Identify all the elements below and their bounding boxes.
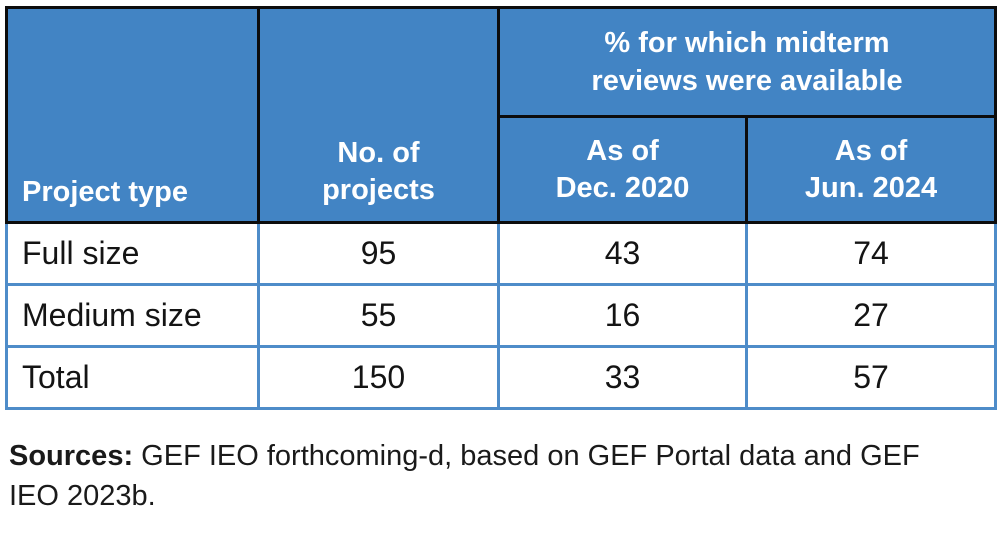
cell-total-dec-2020: 33 <box>497 345 748 410</box>
row-label-full-size: Full size <box>5 221 260 286</box>
sources-label: Sources: <box>9 440 134 472</box>
header-as-of-dec-2020: As of Dec. 2020 <box>497 115 748 224</box>
cell-medium-size-jun-2024: 27 <box>745 283 997 348</box>
header-as-of-dec-2020-line2: Dec. 2020 <box>555 171 690 204</box>
header-no-of-projects-line2: projects <box>322 174 435 206</box>
header-as-of-jun-2024-line2: Jun. 2024 <box>804 171 938 204</box>
header-no-of-projects: No. of projects <box>257 6 500 224</box>
table-body: Full size 95 43 74 Medium size 55 16 27 … <box>5 221 997 410</box>
table-header: Project type No. of projects % for which… <box>5 6 997 224</box>
row-label-total: Total <box>5 345 260 410</box>
cell-full-size-projects: 95 <box>257 221 500 286</box>
cell-total-projects: 150 <box>257 345 500 410</box>
cell-total-jun-2024: 57 <box>745 345 997 410</box>
cell-medium-size-projects: 55 <box>257 283 500 348</box>
row-label-medium-size: Medium size <box>5 283 260 348</box>
cell-medium-size-dec-2020: 16 <box>497 283 748 348</box>
header-midterm-group: % for which midterm reviews were availab… <box>497 6 997 118</box>
table-row: Total 150 33 57 <box>5 345 997 410</box>
header-as-of-jun-2024-line1: As of <box>834 134 908 167</box>
header-midterm-group-line2: reviews were available <box>591 65 903 97</box>
header-no-of-projects-line1: No. of <box>337 137 420 169</box>
table-row: Full size 95 43 74 <box>5 221 997 286</box>
midterm-reviews-table: Project type No. of projects % for which… <box>5 6 997 410</box>
sources-note: Sources: GEF IEO forthcoming-d, based on… <box>9 436 959 516</box>
cell-full-size-dec-2020: 43 <box>497 221 748 286</box>
header-as-of-dec-2020-line1: As of <box>586 134 659 167</box>
sources-text: GEF IEO forthcoming-d, based on GEF Port… <box>9 440 920 512</box>
cell-full-size-jun-2024: 74 <box>745 221 997 286</box>
header-midterm-group-line1: % for which midterm <box>604 27 890 59</box>
header-project-type: Project type <box>5 6 260 224</box>
table-row: Medium size 55 16 27 <box>5 283 997 348</box>
header-as-of-jun-2024: As of Jun. 2024 <box>745 115 997 224</box>
